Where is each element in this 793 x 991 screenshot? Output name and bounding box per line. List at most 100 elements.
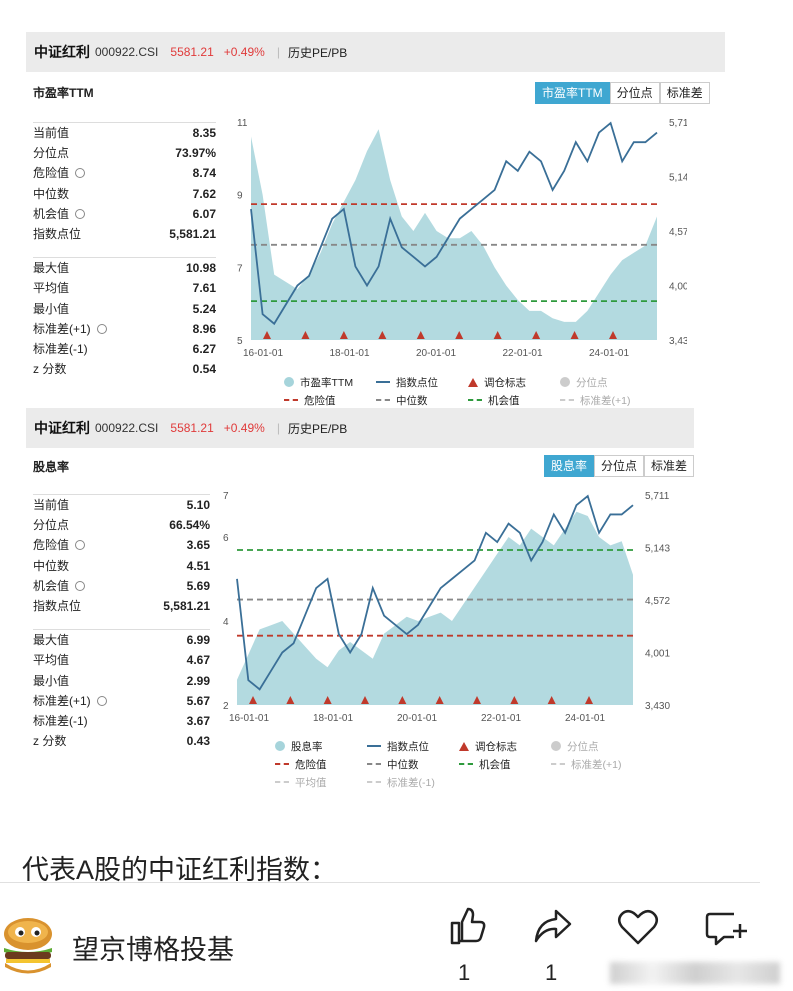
legend-item[interactable]: 平均值	[275, 774, 367, 790]
history-pe-pb-link[interactable]: 历史PE/PB	[287, 45, 348, 60]
stat-label: 当前值	[33, 495, 69, 515]
legend-item[interactable]: 分位点	[551, 738, 643, 754]
stat-label: 标准差(-1)	[33, 339, 88, 359]
stat-row: 平均值 4.67	[33, 650, 210, 670]
stat-row: 标准差(+1) 8.96	[33, 319, 216, 339]
stat-label-text: 中位数	[33, 558, 70, 573]
stat-label: 危险值	[33, 535, 86, 555]
stat-label-text: 机会值	[33, 578, 70, 593]
stats-panel-2: 当前值 5.10 分位点 66.54% 危险值 3.65 中位数 4.51 机会值 5.69 指数点…	[33, 494, 210, 751]
x-tick-label: 22-01-01	[503, 348, 543, 356]
share-icon[interactable]	[532, 905, 574, 947]
stat-row: 标准差(-1) 3.67	[33, 711, 210, 731]
legend-item[interactable]: 市盈率TTM	[284, 374, 376, 390]
rebalance-marker	[378, 331, 387, 339]
share-count: 1	[545, 960, 558, 985]
legend-item[interactable]: 中位数	[376, 392, 468, 408]
stat-row: 标准差(-1) 6.27	[33, 339, 216, 359]
tab-percentile[interactable]: 分位点	[594, 455, 645, 477]
rebalance-marker	[249, 696, 257, 704]
tab-percentile[interactable]: 分位点	[609, 82, 660, 104]
pe-area-series	[237, 511, 633, 705]
legend-item[interactable]: 分位点	[560, 374, 652, 390]
stat-label-text: 当前值	[33, 498, 70, 512]
rebalance-marker	[435, 696, 444, 704]
gear-icon[interactable]	[96, 695, 107, 706]
stat-label: 平均值	[33, 650, 69, 670]
stat-label: 中位数	[33, 556, 69, 576]
stat-value: 5.10	[186, 498, 210, 512]
stat-label-text: 标准差(+1)	[33, 693, 91, 708]
legend-label: 中位数	[387, 758, 419, 771]
author-name[interactable]: 望京博格投基	[72, 935, 234, 965]
stat-row: z 分数 0.43	[33, 731, 210, 751]
gear-icon[interactable]	[96, 323, 107, 334]
tab-std-dev[interactable]: 标准差	[644, 455, 695, 477]
legend-item[interactable]: 中位数	[367, 756, 459, 772]
legend-item[interactable]: 机会值	[459, 756, 551, 772]
legend-item[interactable]: 指数点位	[367, 738, 459, 754]
rebalance-marker	[570, 331, 579, 339]
legend-label: 调仓标志	[475, 740, 517, 753]
y-right-tick-label: 5,711	[645, 491, 670, 502]
blurred-caption	[610, 962, 780, 984]
stat-value: 8.74	[192, 166, 216, 181]
divider	[33, 122, 216, 123]
legend-item[interactable]: 危险值	[284, 392, 376, 408]
favorite-heart-icon[interactable]	[616, 907, 660, 947]
gear-icon[interactable]	[75, 208, 86, 219]
y-right-tick-label: 3,430	[645, 701, 670, 712]
stat-label: 分位点	[33, 143, 69, 163]
chart-legend-2: 股息率 指数点位 调仓标志 分位点危险值 中位数 机会值 标准差(+1) 平均值 标准差(-1)	[275, 738, 643, 790]
y-left-tick-label: 5	[237, 336, 243, 347]
stat-value: 0.43	[186, 734, 210, 749]
x-tick-label: 20-01-01	[416, 348, 456, 356]
rebalance-marker	[416, 331, 425, 339]
legend-marker-icon	[284, 377, 294, 387]
legend-item[interactable]: 机会值	[468, 392, 560, 408]
stat-row: 机会值 5.69	[33, 576, 210, 596]
legend-label: 标准差(-1)	[387, 776, 435, 789]
legend-item[interactable]: 标准差(-1)	[367, 774, 459, 790]
index-line-series	[250, 121, 658, 326]
history-pe-pb-link[interactable]: 历史PE/PB	[287, 421, 348, 436]
legend-item[interactable]: 调仓标志	[468, 374, 560, 390]
stat-row: 指数点位 5,581.21	[33, 596, 210, 616]
stat-value: 6.27	[192, 341, 216, 356]
stat-row: 中位数 7.62	[33, 184, 216, 204]
legend-item[interactable]: 指数点位	[376, 374, 468, 390]
gear-icon[interactable]	[75, 580, 86, 591]
stat-value: 8.96	[192, 321, 216, 336]
legend-item[interactable]: 标准差(+1)	[560, 392, 652, 408]
index-header-2: 中证红利 000922.CSI 5581.21 +0.49% | 历史PE/PB	[26, 408, 694, 448]
legend-item[interactable]: 标准差(+1)	[551, 756, 643, 772]
y-right-tick-label: 4,572	[669, 227, 687, 238]
tab-pe-ttm[interactable]: 市盈率TTM	[535, 82, 610, 104]
stat-label-text: 最小值	[33, 673, 70, 688]
gear-icon[interactable]	[75, 168, 86, 179]
stat-value: 10.98	[185, 261, 216, 276]
legend-item[interactable]: 危险值	[275, 756, 367, 772]
stat-label-text: 危险值	[33, 538, 70, 553]
like-icon[interactable]	[446, 905, 488, 947]
stat-label: 标准差(+1)	[33, 691, 107, 711]
tab-std-dev[interactable]: 标准差	[659, 82, 710, 104]
gear-icon[interactable]	[75, 540, 86, 551]
tab-dividend-yield[interactable]: 股息率	[544, 455, 595, 477]
legend-marker-icon	[468, 399, 482, 401]
stat-label-text: 分位点	[33, 146, 70, 161]
section-title-pe: 市盈率TTM	[33, 86, 94, 100]
divider	[0, 882, 760, 883]
chart-legend-1: 市盈率TTM 指数点位 调仓标志 分位点危险值 中位数 机会值 标准差(+1)	[284, 374, 652, 408]
rebalance-marker	[473, 696, 481, 704]
legend-item[interactable]: 股息率	[275, 738, 367, 754]
author-avatar[interactable]	[0, 912, 56, 980]
stat-label-text: 最大值	[33, 633, 70, 648]
x-tick-label: 20-01-01	[397, 713, 437, 723]
divider	[33, 629, 210, 631]
comment-add-icon[interactable]	[704, 908, 748, 948]
stat-label: 分位点	[33, 515, 69, 535]
legend-item[interactable]: 调仓标志	[459, 738, 551, 754]
rebalance-marker	[493, 331, 502, 339]
header-separator: |	[276, 421, 280, 435]
